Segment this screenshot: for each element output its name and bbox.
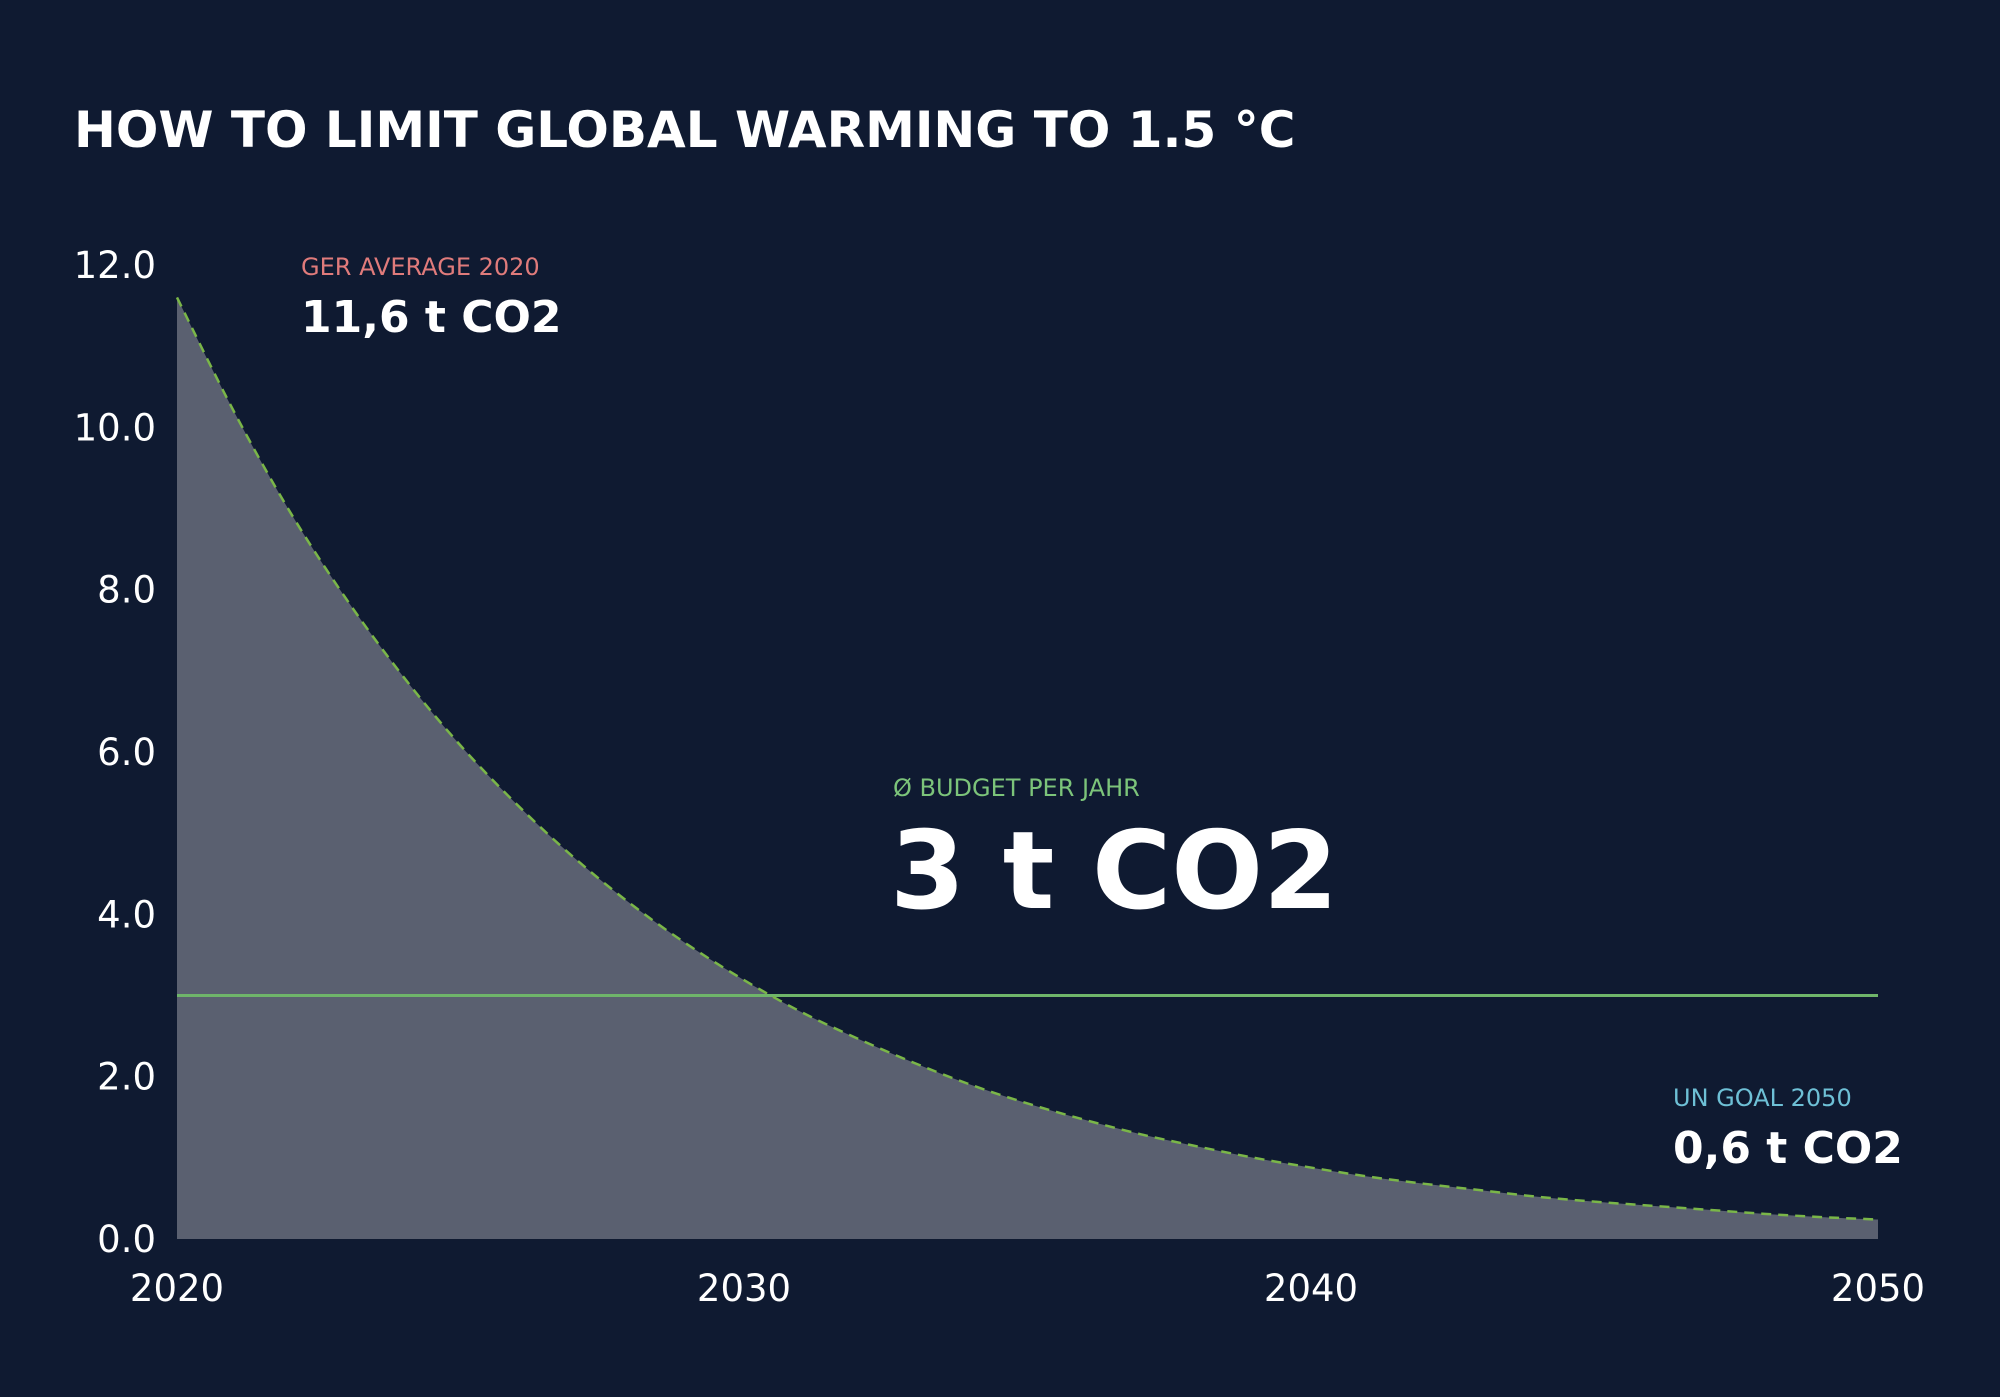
x-axis: 2020 2030 2040 2050: [130, 1267, 1925, 1310]
emissions-curve-line: [175, 296, 1879, 1221]
ger-average-label: GER AVERAGE 2020: [301, 253, 540, 281]
un-goal-label: UN GOAL 2050: [1673, 1084, 1852, 1112]
budget-label: Ø BUDGET PER JAHR: [893, 774, 1140, 802]
y-tick-label: 10.0: [74, 406, 156, 449]
emissions-area: [177, 297, 1878, 1239]
y-axis: 0.0 2.0 4.0 6.0 8.0 10.0 12.0: [74, 244, 156, 1261]
y-tick-label: 2.0: [97, 1056, 156, 1099]
plot-area: [175, 296, 1879, 1239]
y-tick-label: 6.0: [97, 731, 156, 774]
x-tick-label: 2030: [697, 1267, 791, 1310]
y-tick-label: 8.0: [97, 569, 156, 612]
un-goal-value: 0,6 t CO2: [1673, 1123, 1903, 1174]
y-tick-label: 0.0: [97, 1218, 156, 1261]
budget-value: 3 t CO2: [890, 809, 1338, 934]
x-tick-label: 2020: [130, 1267, 224, 1310]
y-tick-label: 4.0: [97, 893, 156, 936]
x-tick-label: 2040: [1264, 1267, 1358, 1310]
y-tick-label: 12.0: [74, 244, 156, 287]
x-tick-label: 2050: [1831, 1267, 1925, 1310]
chart-title: HOW TO LIMIT GLOBAL WARMING TO 1.5 °C: [74, 101, 1295, 159]
ger-average-value: 11,6 t CO2: [301, 292, 562, 343]
